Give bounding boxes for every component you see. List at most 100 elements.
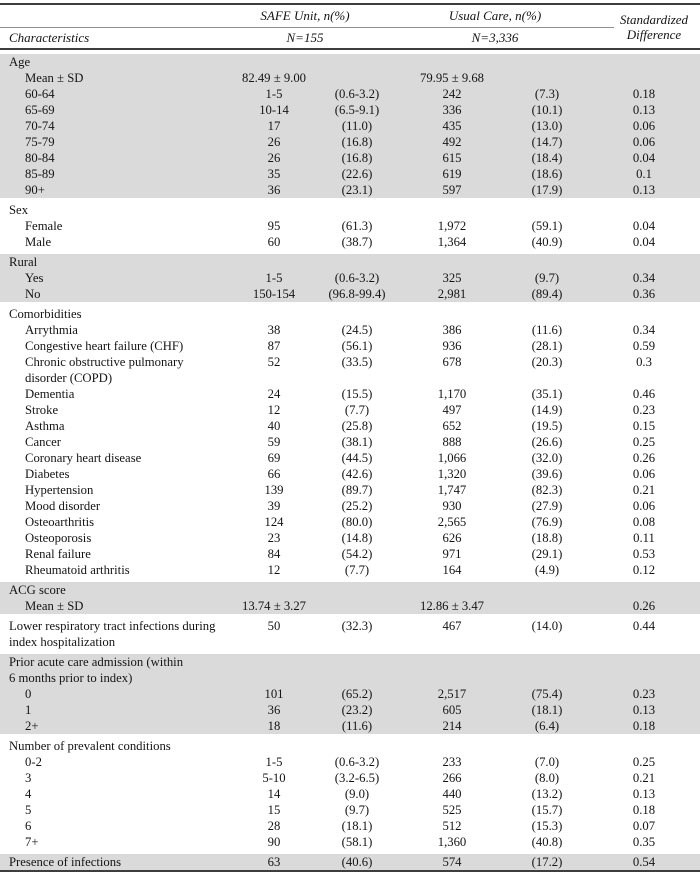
cell-usual-n: 386: [442, 323, 462, 337]
cell-std-diff: 0.34: [632, 323, 656, 337]
cell-safe-pct: (24.5): [341, 323, 373, 337]
table-row: Yes 1-5 (0.6-3.2) 325 (9.7) 0.34: [0, 270, 700, 286]
row-label: Presence of infections: [9, 855, 122, 869]
cell-safe-pct: (22.6): [341, 167, 373, 181]
table-row: Coronary heart disease 69 (44.5) 1,066 (32.0…: [0, 450, 700, 466]
cell-safe-n: 124: [264, 515, 284, 529]
cell-safe-n: 12: [267, 563, 281, 577]
row-label: 2+: [25, 719, 39, 733]
table-row: Mean ± SD 82.49 ± 9.00 79.95 ± 9.68: [0, 70, 700, 86]
row-label: 5: [25, 803, 32, 817]
cell-usual-pct: (39.6): [531, 467, 563, 481]
cell-usual-n: 336: [442, 103, 462, 117]
cell-usual-n: 615: [442, 151, 462, 165]
cell-std-diff: 0.44: [632, 619, 656, 633]
table-row: 90+ 36 (23.1) 597 (17.9) 0.13: [0, 182, 700, 198]
row-label: 6: [25, 819, 32, 833]
cell-usual-pct: (26.6): [531, 435, 563, 449]
cell-safe-n: 12: [267, 403, 281, 417]
cell-usual-n: 619: [442, 167, 462, 181]
table-header: SAFE Unit, n(%) Usual Care, n(%) Charact…: [0, 3, 700, 50]
cell-safe-n: 52: [267, 355, 281, 369]
cell-usual-pct: (13.0): [531, 119, 563, 133]
row-label: Lower respiratory tract infections durin…: [9, 619, 216, 649]
cell-safe-n: 69: [267, 451, 281, 465]
cell-usual-n: 2,565: [437, 515, 467, 529]
row-label: Rheumatoid arthritis: [25, 563, 130, 577]
row-label: Age: [9, 55, 31, 69]
table-section: Sex Female 95 (61.3) 1,972 (59.1) 0.04 Male 60 (3…: [0, 202, 700, 250]
cell-safe-n: 40: [267, 419, 281, 433]
row-label: 0-2: [25, 755, 42, 769]
row-label: Asthma: [25, 419, 65, 433]
cell-safe-pct: (65.2): [341, 687, 373, 701]
cell-usual-pct: (59.1): [531, 219, 563, 233]
cell-usual-n: 214: [442, 719, 462, 733]
cell-safe-n: 50: [267, 619, 281, 633]
table-section: ACG score Mean ± SD 13.74 ± 3.27 12.86 ± 3.…: [0, 582, 700, 614]
cell-safe-n: 17: [267, 119, 281, 133]
cell-std-diff: 0.12: [632, 563, 656, 577]
cell-safe-pct: (56.1): [341, 339, 373, 353]
row-label: Mean ± SD: [25, 599, 84, 613]
cell-safe-pct: (7.7): [344, 403, 370, 417]
table-row: Sex: [0, 202, 700, 218]
cell-usual-n: 888: [442, 435, 462, 449]
cell-usual-pct: (89.4): [531, 287, 563, 301]
cell-usual-n: 1,747: [437, 483, 467, 497]
row-label: Female: [25, 219, 63, 233]
table-row: Male 60 (38.7) 1,364 (40.9) 0.04: [0, 234, 700, 250]
cell-safe-pct: (3.2-6.5): [334, 771, 380, 785]
cell-safe-pct: (38.1): [341, 435, 373, 449]
cell-usual-pct: (18.6): [531, 167, 563, 181]
cell-safe-n: 90: [267, 835, 281, 849]
cell-usual-n: 497: [442, 403, 462, 417]
cell-usual-pct: (76.9): [531, 515, 563, 529]
row-label: 70-74: [25, 119, 55, 133]
cell-usual-pct: (18.4): [531, 151, 563, 165]
cell-safe-pct: (40.6): [341, 855, 373, 869]
cell-std-diff: 0.46: [632, 387, 656, 401]
row-label: 60-64: [25, 87, 55, 101]
cell-usual-pct: (40.9): [531, 235, 563, 249]
cell-std-diff: 0.25: [632, 435, 656, 449]
cell-std-diff: 0.1: [636, 167, 652, 181]
row-label: Yes: [25, 271, 44, 285]
row-label: 4: [25, 787, 32, 801]
table-body: Age Mean ± SD 82.49 ± 9.00 79.95 ± 9.68 60-6…: [0, 54, 700, 872]
cell-usual-pct: (10.1): [531, 103, 563, 117]
cell-usual-n: 1,360: [437, 835, 467, 849]
row-label: ACG score: [9, 583, 66, 597]
cell-usual-pct: (7.0): [534, 755, 560, 769]
cell-usual-n: 626: [442, 531, 462, 545]
cell-safe-n: 15: [267, 803, 281, 817]
cell-std-diff: 0.23: [632, 687, 656, 701]
col-header-standardized-difference: Standardized Difference: [578, 5, 700, 48]
standardized-difference-line2: Difference: [626, 26, 682, 42]
cell-safe-pct: (9.7): [344, 803, 370, 817]
cell-std-diff: 0.35: [632, 835, 656, 849]
cell-safe-pct: (7.7): [344, 563, 370, 577]
cell-safe-pct: (23.2): [341, 703, 373, 717]
row-label: Mood disorder: [25, 499, 101, 513]
cell-safe-pct: (96.8-99.4): [328, 287, 386, 301]
row-label: Male: [25, 235, 52, 249]
cell-safe-pct: (58.1): [341, 835, 373, 849]
cell-usual-n: 1,972: [437, 219, 467, 233]
cell-std-diff: 0.18: [632, 803, 656, 817]
cell-usual-pct: (75.4): [531, 687, 563, 701]
cell-safe-pct: (11.0): [341, 119, 373, 133]
cell-std-diff: 0.25: [632, 755, 656, 769]
cell-usual-pct: (11.6): [531, 323, 563, 337]
cell-std-diff: 0.59: [632, 339, 656, 353]
cell-safe-n: 82.49 ± 9.00: [241, 71, 307, 85]
cell-usual-pct: (4.9): [534, 563, 560, 577]
table-row: 65-69 10-14 (6.5-9.1) 336 (10.1) 0.13: [0, 102, 700, 118]
cell-safe-pct: (61.3): [341, 219, 373, 233]
cell-usual-n: 2,517: [437, 687, 467, 701]
row-label: Hypertension: [25, 483, 94, 497]
table-section: Comorbidities Arrythmia 38 (24.5) 386 (11.6) 0…: [0, 306, 700, 578]
cell-safe-n: 1-5: [265, 271, 283, 285]
row-label: Rural: [9, 255, 38, 269]
cell-std-diff: 0.18: [632, 87, 656, 101]
